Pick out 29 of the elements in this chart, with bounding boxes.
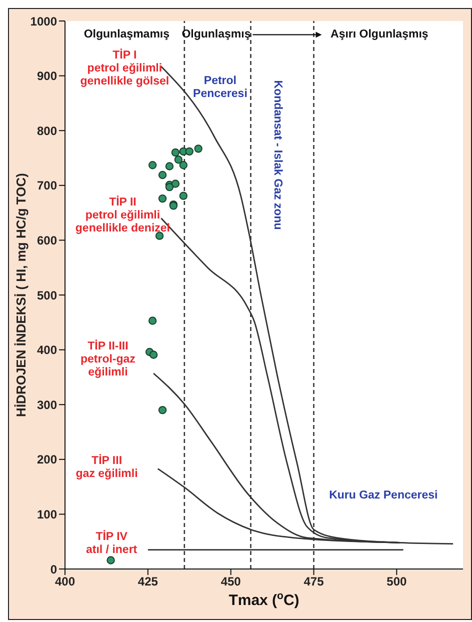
x-tick-label: 500 [386, 574, 407, 589]
annotation: Kondansat - Islak Gaz zonu [270, 80, 284, 230]
annotation: TİP II-III petrol-gaz eğilimli [80, 340, 136, 380]
y-tick-label: 100 [36, 507, 58, 522]
annotation: Olgunlaşmış [182, 28, 251, 42]
y-tick-label: 500 [36, 288, 58, 302]
y-tick-label: 800 [36, 124, 58, 138]
x-tick-label: 400 [54, 574, 76, 589]
y-tick-label: 700 [36, 178, 58, 193]
annotation: Olgunlaşmamış [84, 28, 170, 42]
annotation: Petrol Penceresi [193, 74, 248, 101]
annotation: Aşırı Olgunlaşmış [330, 28, 428, 42]
y-axis-title: HİDROJEN İNDEKSİ ( HI, mg HC/g TOC) [14, 173, 29, 417]
y-tick-label: 1000 [30, 14, 58, 28]
y-tick-label: 300 [36, 398, 58, 412]
annotation: Kuru Gaz Penceresi [329, 489, 438, 502]
x-tick-label: 475 [304, 574, 324, 589]
y-tick-label: 200 [36, 452, 58, 467]
y-tick-label: 0 [50, 562, 58, 576]
y-tick-label: 900 [36, 69, 58, 84]
annotation: TİP IV atıl / inert [86, 531, 138, 558]
annotation: TİP II petrol eğilimli genellikle denizel [75, 196, 170, 236]
y-tick-label: 600 [36, 233, 58, 248]
x-tick-label: 425 [138, 574, 158, 589]
annotation: TİP I petrol eğilimli genellikle gölsel [80, 49, 170, 88]
x-tick-label: 450 [220, 574, 242, 589]
x-axis-title: Tmax ($^{o}$C) [228, 590, 300, 609]
annotation: TİP III gaz eğilimli [76, 454, 138, 481]
y-tick-label: 400 [36, 343, 58, 358]
